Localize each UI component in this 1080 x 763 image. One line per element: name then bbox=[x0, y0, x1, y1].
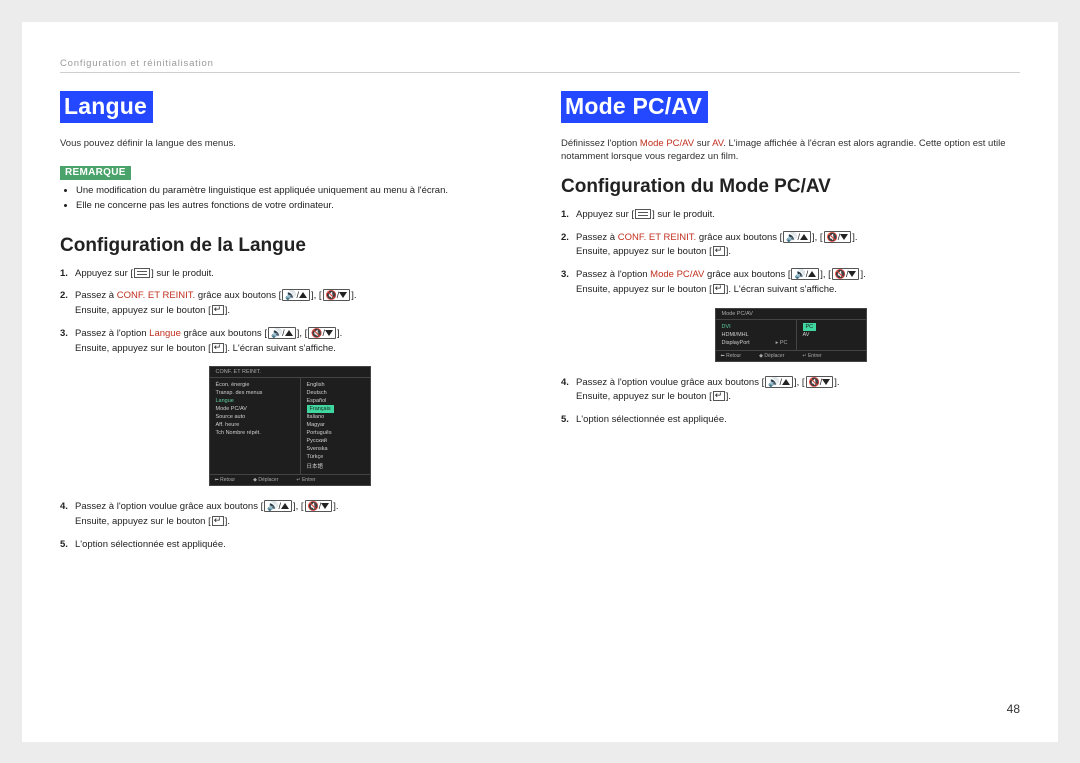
step-text: Appuyez sur [ bbox=[75, 268, 133, 279]
step-text: Ensuite, appuyez sur le bouton [ bbox=[576, 284, 712, 295]
enter-icon bbox=[713, 284, 725, 294]
osd-foot-item: ⬅ Retour bbox=[215, 477, 236, 483]
osd-foot-item: ↵ Entrer bbox=[296, 477, 315, 483]
step-text: Ensuite, appuyez sur le bouton [ bbox=[576, 391, 712, 402]
step-text: grâce aux boutons bbox=[704, 269, 787, 280]
step-4: Passez à l'option voulue grâce aux bouto… bbox=[561, 376, 1020, 405]
osd-foot-item: ◆ Déplacer bbox=[253, 477, 278, 483]
remark-item: Une modification du paramètre linguistiq… bbox=[76, 184, 519, 198]
step-text: Ensuite, appuyez sur le bouton [ bbox=[576, 246, 712, 257]
intro-text: Définissez l'option Mode PC/AV sur AV. L… bbox=[561, 137, 1020, 165]
menu-icon bbox=[635, 209, 651, 219]
step-text: ]. bbox=[225, 516, 230, 527]
osd-foot-item: ◆ Déplacer bbox=[759, 353, 784, 359]
highlight-text: CONF. ET REINIT. bbox=[117, 290, 195, 301]
vol-down-icon: 🔇/ bbox=[832, 268, 860, 280]
step-1: Appuyez sur [ ] sur le produit. bbox=[60, 267, 519, 282]
step-text: Passez à l'option bbox=[576, 269, 650, 280]
vol-up-icon: 🔊/ bbox=[765, 376, 793, 388]
osd-foot-item: ↵ Entrer bbox=[802, 353, 821, 359]
osd-title: CONF. ET REINIT. bbox=[210, 367, 370, 378]
step-text: ]. bbox=[225, 305, 230, 316]
step-5: L'option sélectionnée est appliquée. bbox=[60, 538, 519, 553]
osd-foot-item: ⬅ Retour bbox=[721, 353, 742, 359]
step-text: grâce aux boutons bbox=[181, 328, 264, 339]
highlight-text: AV bbox=[712, 138, 723, 149]
step-text: Passez à bbox=[576, 232, 618, 243]
step-text: Ensuite, appuyez sur le bouton [ bbox=[75, 343, 211, 354]
breadcrumb: Configuration et réinitialisation bbox=[60, 58, 1020, 69]
step-text: Passez à l'option voulue grâce aux bouto… bbox=[576, 377, 762, 388]
top-rule bbox=[60, 72, 1020, 73]
highlight-text: Mode PC/AV bbox=[640, 138, 694, 149]
right-column: Mode PC/AV Définissez l'option Mode PC/A… bbox=[561, 91, 1020, 561]
steps-list-cont: Passez à l'option voulue grâce aux bouto… bbox=[561, 376, 1020, 428]
step-text: ]. L'écran suivant s'affiche. bbox=[225, 343, 336, 354]
enter-icon bbox=[212, 516, 224, 526]
osd-title: Mode PC/AV bbox=[716, 309, 866, 320]
vol-up-icon: 🔊/ bbox=[282, 289, 310, 301]
step-3: Passez à l'option Mode PC/AV grâce aux b… bbox=[561, 268, 1020, 297]
steps-list-cont: Passez à l'option voulue grâce aux bouto… bbox=[60, 500, 519, 552]
step-text: grâce aux boutons bbox=[696, 232, 779, 243]
step-text: Appuyez sur [ bbox=[576, 209, 634, 220]
left-column: Langue Vous pouvez définir la langue des… bbox=[60, 91, 519, 561]
steps-list: Appuyez sur [ ] sur le produit. Passez à … bbox=[561, 208, 1020, 298]
steps-list: Appuyez sur [ ] sur le produit. Passez à … bbox=[60, 267, 519, 357]
vol-down-icon: 🔇/ bbox=[323, 289, 351, 301]
remark-list: Une modification du paramètre linguistiq… bbox=[60, 184, 519, 213]
vol-down-icon: 🔇/ bbox=[806, 376, 834, 388]
vol-down-icon: 🔇/ bbox=[824, 231, 852, 243]
highlight-text: Mode PC/AV bbox=[650, 269, 704, 280]
step-text: ]. L'écran suivant s'affiche. bbox=[726, 284, 837, 295]
subsection-heading: Configuration de la Langue bbox=[60, 235, 519, 257]
intro-text: Vous pouvez définir la langue des menus. bbox=[60, 137, 519, 151]
highlight-text: Langue bbox=[149, 328, 181, 339]
vol-down-icon: 🔇/ bbox=[305, 500, 333, 512]
two-column-layout: Langue Vous pouvez définir la langue des… bbox=[60, 91, 1020, 561]
osd-screenshot-pcav: Mode PC/AV DVIHDMI/MHLDisplayPort ▸ PC P… bbox=[561, 308, 1020, 362]
manual-page: Configuration et réinitialisation Langue… bbox=[22, 22, 1058, 742]
osd-right-panel: PCAV bbox=[796, 320, 866, 350]
enter-icon bbox=[713, 246, 725, 256]
step-5: L'option sélectionnée est appliquée. bbox=[561, 413, 1020, 428]
step-text: ] sur le produit. bbox=[652, 209, 715, 220]
step-3: Passez à l'option Langue grâce aux bouto… bbox=[60, 327, 519, 356]
step-text: ] sur le produit. bbox=[151, 268, 214, 279]
section-heading-langue: Langue bbox=[60, 91, 153, 123]
page-number: 48 bbox=[1007, 702, 1020, 716]
step-2: Passez à CONF. ET REINIT. grâce aux bout… bbox=[60, 289, 519, 318]
highlight-text: CONF. ET REINIT. bbox=[618, 232, 696, 243]
enter-icon bbox=[212, 343, 224, 353]
vol-up-icon: 🔊/ bbox=[783, 231, 811, 243]
enter-icon bbox=[212, 305, 224, 315]
step-text: ]. bbox=[726, 391, 731, 402]
step-2: Passez à CONF. ET REINIT. grâce aux bout… bbox=[561, 231, 1020, 260]
osd-left-panel: Écon. énergieTransp. des menusLangueMode… bbox=[210, 378, 300, 474]
remark-badge: REMARQUE bbox=[60, 166, 131, 180]
osd-right-panel: EnglishDeutschEspañolFrançaisItalianoMag… bbox=[300, 378, 370, 474]
step-1: Appuyez sur [ ] sur le produit. bbox=[561, 208, 1020, 223]
step-text: Ensuite, appuyez sur le bouton [ bbox=[75, 516, 211, 527]
step-text: Ensuite, appuyez sur le bouton [ bbox=[75, 305, 211, 316]
menu-icon bbox=[134, 268, 150, 278]
vol-up-icon: 🔊/ bbox=[264, 500, 292, 512]
osd-footer: ⬅ Retour ◆ Déplacer ↵ Entrer bbox=[210, 474, 370, 485]
step-text: Passez à l'option bbox=[75, 328, 149, 339]
step-4: Passez à l'option voulue grâce aux bouto… bbox=[60, 500, 519, 529]
subsection-heading: Configuration du Mode PC/AV bbox=[561, 176, 1020, 198]
vol-down-icon: 🔇/ bbox=[308, 327, 336, 339]
osd-screenshot-langue: CONF. ET REINIT. Écon. énergieTransp. de… bbox=[60, 366, 519, 486]
section-heading-pcav: Mode PC/AV bbox=[561, 91, 708, 123]
enter-icon bbox=[713, 391, 725, 401]
vol-up-icon: 🔊/ bbox=[791, 268, 819, 280]
osd-left-panel: DVIHDMI/MHLDisplayPort ▸ PC bbox=[716, 320, 796, 350]
remark-item: Elle ne concerne pas les autres fonction… bbox=[76, 199, 519, 213]
step-text: ]. bbox=[726, 246, 731, 257]
step-text: Passez à bbox=[75, 290, 117, 301]
vol-up-icon: 🔊/ bbox=[268, 327, 296, 339]
step-text: grâce aux boutons bbox=[195, 290, 278, 301]
osd-footer: ⬅ Retour ◆ Déplacer ↵ Entrer bbox=[716, 350, 866, 361]
step-text: Passez à l'option voulue grâce aux bouto… bbox=[75, 501, 261, 512]
